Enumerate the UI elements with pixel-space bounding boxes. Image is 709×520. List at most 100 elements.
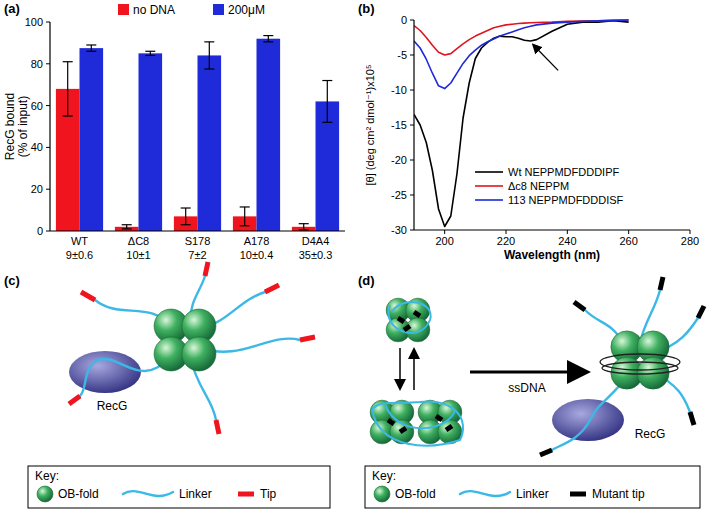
- error-cap: [322, 122, 332, 123]
- y-tick-label: -25: [391, 189, 407, 201]
- linker: [123, 491, 173, 496]
- x-axis: [414, 229, 690, 230]
- error-cap: [122, 224, 132, 225]
- error-line: [185, 208, 186, 225]
- y-tick: [46, 231, 50, 232]
- category-note: 9±0.6: [66, 249, 93, 261]
- error-cap: [181, 207, 191, 208]
- tip: [216, 420, 219, 434]
- error-cap: [204, 68, 214, 69]
- line: [414, 20, 629, 89]
- equilibrium-arrow: [413, 350, 415, 390]
- error-bar: [299, 224, 309, 230]
- category-note: 7±2: [188, 249, 206, 261]
- tip: [238, 492, 254, 497]
- legend-swatch: [213, 4, 224, 15]
- error-line: [126, 225, 127, 229]
- y-tick-label: 20: [31, 183, 43, 195]
- error-line: [327, 81, 328, 123]
- tip: [414, 312, 420, 316]
- arrow-label: ssDNA: [508, 381, 545, 395]
- error-cap: [204, 41, 214, 42]
- tip: [446, 426, 452, 430]
- error-cap: [299, 229, 309, 230]
- key-title: Key:: [372, 469, 396, 483]
- panel-label: (c): [4, 273, 20, 288]
- error-cap: [240, 206, 250, 207]
- x-tick-label: 260: [619, 235, 637, 247]
- y-tick: [410, 230, 414, 231]
- legend-label: 200μM: [228, 3, 265, 17]
- y-tick: [46, 189, 50, 190]
- category-note: 10±1: [126, 249, 150, 261]
- key-label: Tip: [260, 487, 277, 501]
- ob-fold: [374, 486, 390, 502]
- x-tick: [690, 230, 691, 234]
- y-tick-label: 0: [401, 14, 407, 26]
- error-line: [150, 51, 151, 55]
- y-tick-label: -20: [391, 154, 407, 166]
- y-tick-label: 100: [25, 16, 43, 28]
- lines: [414, 20, 629, 227]
- key-label: OB-fold: [395, 487, 436, 501]
- y-tick-label: 80: [31, 58, 43, 70]
- tip: [81, 292, 95, 300]
- panel-label: (b): [358, 1, 375, 16]
- y-axis-label: [θ] (deg cm² dmol⁻¹)x10⁵: [364, 64, 376, 185]
- y-tick: [410, 160, 414, 161]
- error-cap: [122, 228, 132, 229]
- equilibrium-arrow: [399, 348, 401, 388]
- legend-label: no DNA: [133, 3, 175, 17]
- error-line: [209, 42, 210, 69]
- linker: [388, 302, 430, 333]
- y-tick: [46, 22, 50, 23]
- error-cap: [299, 223, 309, 224]
- error-line: [268, 36, 269, 42]
- key-box: [28, 466, 330, 508]
- panel-label: (d): [358, 273, 375, 288]
- recg-label: RecG: [97, 399, 128, 413]
- y-tick-label: 60: [31, 100, 43, 112]
- legend-label: Wt NEPPMDFDDDIPF: [508, 166, 620, 178]
- x-axis-label: Wavelength (nm): [504, 248, 600, 262]
- key-label: OB-fold: [58, 487, 99, 501]
- tip: [400, 428, 406, 432]
- category-note: 10±0.4: [240, 249, 274, 261]
- x-tick: [628, 230, 629, 234]
- x-tick-label: 280: [681, 235, 699, 247]
- y-tick-label: -30: [391, 224, 407, 236]
- bar: [80, 48, 104, 231]
- y-tick: [410, 55, 414, 56]
- error-cap: [63, 61, 73, 62]
- key-box: [365, 466, 700, 508]
- tip: [69, 396, 80, 404]
- y-tick: [46, 105, 50, 106]
- y-tick: [410, 195, 414, 196]
- legend-swatch: [475, 185, 503, 187]
- y-tick: [410, 125, 414, 126]
- recg: [552, 399, 624, 441]
- ob-fold: [182, 337, 216, 371]
- ob-fold: [406, 318, 430, 342]
- figure: (a)020406080100WT9±0.6ΔC810±1S1787±2A178…: [0, 0, 709, 520]
- linker: [372, 402, 463, 446]
- y-tick: [46, 63, 50, 64]
- legend-swatch: [475, 199, 503, 201]
- key-title: Key:: [35, 469, 59, 483]
- error-cap: [181, 224, 191, 225]
- legend-swatch: [475, 171, 503, 173]
- x-tick: [444, 230, 445, 234]
- tip: [574, 302, 585, 310]
- error-cap: [322, 80, 332, 81]
- bar: [257, 39, 281, 231]
- error-cap: [263, 35, 273, 36]
- error-cap: [240, 225, 250, 226]
- y-axis-label: (% of input): [16, 96, 30, 157]
- y-axis: [49, 22, 50, 231]
- tip: [540, 450, 552, 455]
- y-tick: [410, 20, 414, 21]
- error-cap: [263, 41, 273, 42]
- key-label: Linker: [516, 487, 549, 501]
- panel-label: (a): [4, 1, 20, 16]
- recg: [69, 351, 141, 393]
